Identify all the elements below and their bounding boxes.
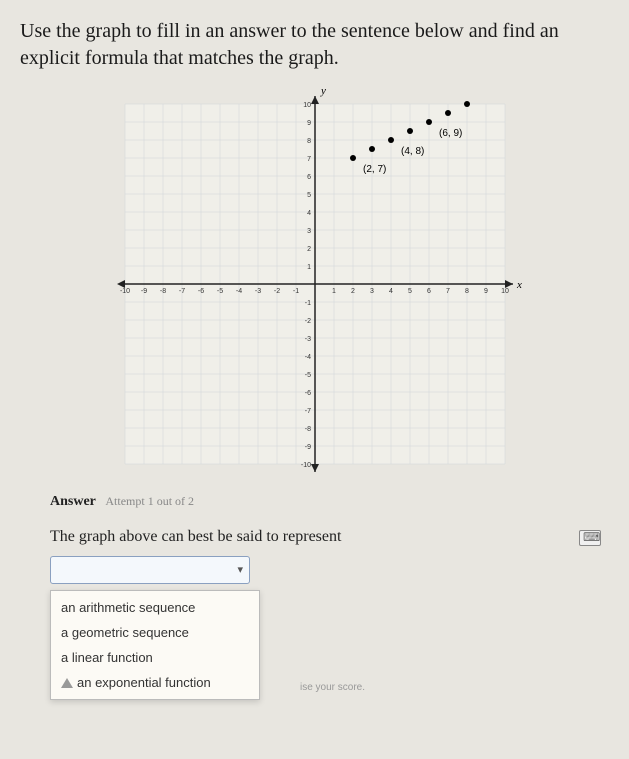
- svg-text:-1: -1: [292, 288, 298, 295]
- svg-text:-10: -10: [119, 288, 129, 295]
- svg-text:-7: -7: [304, 408, 310, 415]
- svg-text:4: 4: [389, 288, 393, 295]
- coordinate-graph: -10 -9 -8 -7 -6 -5 -4 -3 -2 -1 1 2 3 4 5 6 7 8 9 10 -10 -9 -8 -…: [105, 84, 525, 484]
- svg-text:3: 3: [307, 228, 311, 235]
- svg-text:1: 1: [332, 288, 336, 295]
- svg-text:8: 8: [307, 138, 311, 145]
- svg-text:-9: -9: [140, 288, 146, 295]
- question-text: Use the graph to fill in an answer to th…: [20, 18, 609, 72]
- svg-text:5: 5: [408, 288, 412, 295]
- svg-text:6: 6: [307, 174, 311, 181]
- svg-text:9: 9: [307, 120, 311, 127]
- footer-fragment: ise your score.: [300, 682, 579, 693]
- svg-text:2: 2: [351, 288, 355, 295]
- answer-section: Answer Attempt 1 out of 2 The graph abov…: [20, 494, 609, 693]
- svg-text:-10: -10: [300, 462, 310, 469]
- svg-text:-5: -5: [304, 372, 310, 379]
- svg-text:3: 3: [370, 288, 374, 295]
- chevron-down-icon: ▾: [237, 563, 243, 576]
- svg-text:9: 9: [484, 288, 488, 295]
- svg-text:-1: -1: [304, 300, 310, 307]
- svg-text:10: 10: [501, 288, 509, 295]
- svg-text:-5: -5: [216, 288, 222, 295]
- svg-text:-8: -8: [159, 288, 165, 295]
- answer-dropdown: an arithmetic sequence a geometric seque…: [50, 590, 260, 700]
- svg-text:-2: -2: [273, 288, 279, 295]
- svg-text:-9: -9: [304, 444, 310, 451]
- svg-text:7: 7: [307, 156, 311, 163]
- svg-text:-8: -8: [304, 426, 310, 433]
- svg-text:4: 4: [307, 210, 311, 217]
- svg-text:-7: -7: [178, 288, 184, 295]
- svg-text:10: 10: [303, 102, 311, 109]
- svg-text:-4: -4: [235, 288, 241, 295]
- svg-text:y: y: [320, 85, 326, 97]
- svg-text:8: 8: [465, 288, 469, 295]
- svg-text:x: x: [516, 279, 522, 291]
- svg-text:5: 5: [307, 192, 311, 199]
- svg-text:7: 7: [446, 288, 450, 295]
- svg-text:-6: -6: [304, 390, 310, 397]
- prompt-sentence: The graph above can best be said to repr…: [50, 528, 579, 546]
- option-arithmetic[interactable]: an arithmetic sequence: [51, 595, 259, 620]
- answer-select[interactable]: ▾: [50, 556, 250, 584]
- keyboard-icon[interactable]: [579, 530, 601, 546]
- svg-text:-6: -6: [197, 288, 203, 295]
- warning-icon: [61, 678, 73, 688]
- option-linear[interactable]: a linear function: [51, 645, 259, 670]
- svg-text:-2: -2: [304, 318, 310, 325]
- svg-text:6: 6: [427, 288, 431, 295]
- svg-text:(2, 7): (2, 7): [363, 164, 386, 175]
- svg-text:-3: -3: [254, 288, 260, 295]
- svg-text:(6, 9): (6, 9): [439, 128, 462, 139]
- graph-container: -10 -9 -8 -7 -6 -5 -4 -3 -2 -1 1 2 3 4 5 6 7 8 9 10 -10 -9 -8 -…: [105, 84, 525, 484]
- option-geometric[interactable]: a geometric sequence: [51, 620, 259, 645]
- svg-text:-3: -3: [304, 336, 310, 343]
- answer-label: Answer Attempt 1 out of 2: [50, 494, 579, 510]
- svg-text:(4, 8): (4, 8): [401, 146, 424, 157]
- svg-text:2: 2: [307, 246, 311, 253]
- option-exponential[interactable]: an exponential function: [51, 670, 259, 695]
- answer-word: Answer: [50, 494, 96, 509]
- attempt-text: Attempt 1 out of 2: [105, 494, 194, 508]
- svg-text:-4: -4: [304, 354, 310, 361]
- svg-text:1: 1: [307, 264, 311, 271]
- option-exponential-label: an exponential function: [77, 675, 211, 690]
